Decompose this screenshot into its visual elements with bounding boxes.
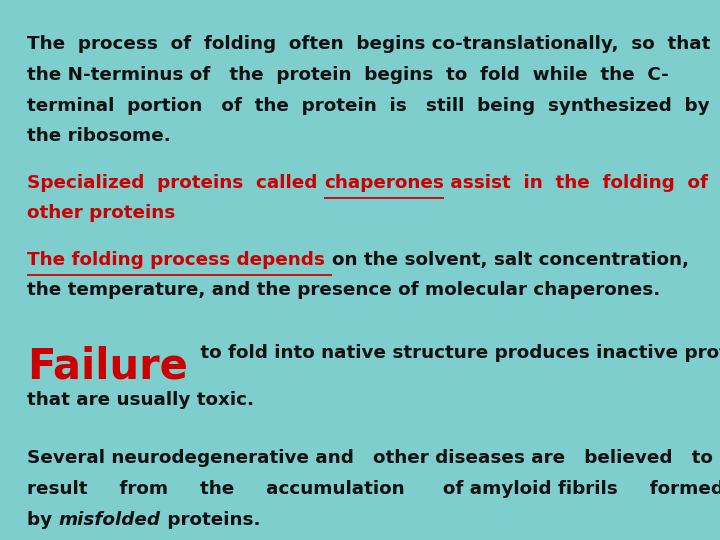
- Text: Specialized  proteins  called: Specialized proteins called: [27, 174, 324, 192]
- Text: the temperature, and the presence of molecular chaperones.: the temperature, and the presence of mol…: [27, 281, 661, 299]
- Text: result     from     the     accumulation      of amyloid fibrils     formed: result from the accumulation of amyloid …: [27, 480, 720, 498]
- Text: by: by: [27, 511, 59, 529]
- Text: misfolded: misfolded: [59, 511, 161, 529]
- Text: terminal  portion   of  the  protein  is   still  being  synthesized  by: terminal portion of the protein is still…: [27, 97, 710, 114]
- Text: the N-terminus of   the  protein  begins  to  fold  while  the  C-: the N-terminus of the protein begins to …: [27, 66, 669, 84]
- Text: other proteins: other proteins: [27, 205, 176, 222]
- Text: the ribosome.: the ribosome.: [27, 127, 171, 145]
- Text: on the solvent, salt concentration,: on the solvent, salt concentration,: [332, 251, 688, 268]
- Text: The folding process depends: The folding process depends: [27, 251, 332, 268]
- Text: proteins.: proteins.: [161, 511, 261, 529]
- Text: Several neurodegenerative and   other diseases are   believed   to: Several neurodegenerative and other dise…: [27, 449, 714, 467]
- Text: to fold into native structure produces inactive proteins: to fold into native structure produces i…: [194, 344, 720, 362]
- Text: assist  in  the  folding  of: assist in the folding of: [444, 174, 708, 192]
- Text: chaperones: chaperones: [324, 174, 444, 192]
- Text: that are usually toxic.: that are usually toxic.: [27, 390, 254, 409]
- Text: Failure: Failure: [27, 346, 188, 388]
- Text: The  process  of  folding  often  begins co-translationally,  so  that: The process of folding often begins co-t…: [27, 35, 711, 53]
